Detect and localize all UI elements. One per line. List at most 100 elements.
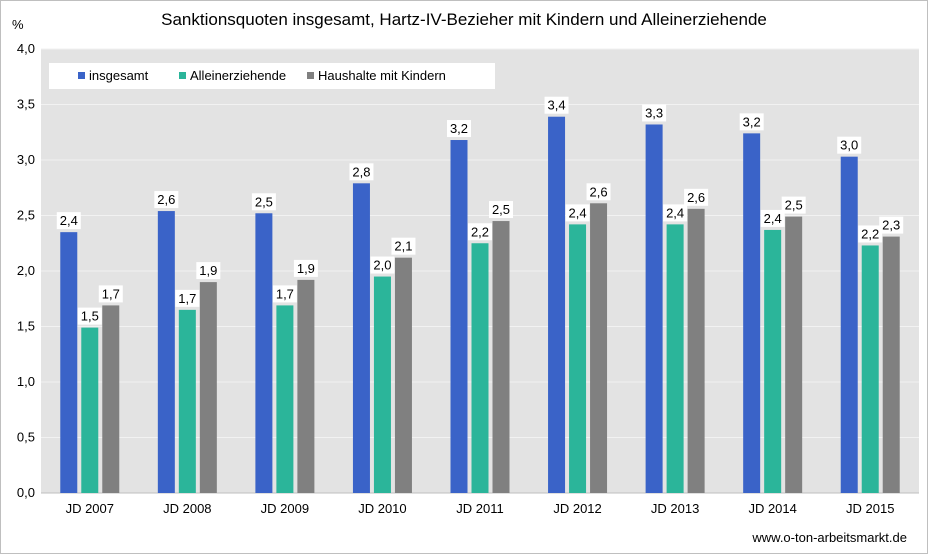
bar	[352, 183, 370, 493]
data-label-box	[663, 204, 688, 222]
data-label-box	[447, 120, 471, 138]
y-tick-label: 3,0	[17, 152, 35, 167]
bar	[569, 224, 587, 493]
data-label-box	[642, 104, 667, 122]
data-label-box	[293, 259, 318, 277]
x-tick-label: JD 2007	[66, 501, 114, 516]
data-label: 3,3	[645, 105, 663, 120]
legend-box	[49, 63, 495, 89]
bar	[450, 140, 468, 493]
y-tick-label: 3,5	[17, 97, 35, 112]
x-tick-label: JD 2013	[651, 501, 699, 516]
chart-title: Sanktionsquoten insgesamt, Hartz-IV-Bezi…	[161, 10, 767, 29]
data-label-box	[837, 136, 862, 154]
legend-swatch	[78, 72, 85, 79]
bar	[785, 216, 803, 494]
data-label-box	[760, 209, 785, 227]
bar	[81, 327, 99, 493]
x-tick-label: JD 2014	[748, 501, 796, 516]
legend-label: Alleinerziehende	[190, 68, 286, 83]
data-label: 2,1	[394, 239, 412, 254]
data-label-box	[781, 196, 806, 214]
data-label-box	[272, 285, 297, 303]
legend-label: Haushalte mit Kindern	[318, 68, 446, 83]
y-tick-label: 0,5	[17, 430, 35, 445]
x-tick-label: JD 2008	[163, 501, 211, 516]
legend-swatch	[307, 72, 314, 79]
data-label-box	[56, 212, 81, 230]
data-label-box	[858, 225, 883, 243]
bar	[394, 257, 412, 493]
data-label-box	[196, 262, 221, 280]
data-label: 2,5	[492, 202, 510, 217]
data-label: 2,2	[861, 226, 879, 241]
data-label-box	[391, 237, 416, 255]
legend-swatch	[179, 72, 186, 79]
data-label-box	[684, 188, 709, 206]
bar	[255, 213, 273, 493]
bar	[687, 208, 705, 493]
data-label-box	[565, 204, 590, 222]
bar	[764, 229, 782, 493]
data-label: 2,6	[157, 192, 175, 207]
data-label: 2,4	[569, 205, 587, 220]
data-label: 2,8	[352, 164, 370, 179]
data-label: 2,4	[764, 211, 782, 226]
bar	[590, 203, 608, 494]
y-tick-label: 1,0	[17, 374, 35, 389]
data-label: 1,9	[297, 261, 315, 276]
bar	[645, 124, 663, 493]
source-text: www.o-ton-arbeitsmarkt.de	[752, 530, 907, 545]
data-label-box	[879, 216, 904, 234]
data-label-box	[251, 193, 276, 211]
data-label: 2,4	[666, 205, 684, 220]
x-tick-label: JD 2015	[846, 501, 894, 516]
x-tick-label: JD 2012	[553, 501, 601, 516]
y-tick-label: 1,5	[17, 319, 35, 334]
x-tick-label: JD 2010	[358, 501, 406, 516]
data-label-box	[154, 191, 179, 209]
data-label: 3,2	[450, 121, 468, 136]
data-label: 3,0	[840, 138, 858, 153]
bar	[297, 279, 315, 493]
data-label: 3,4	[548, 98, 566, 113]
y-tick-label: 2,5	[17, 208, 35, 223]
data-label: 2,4	[60, 213, 78, 228]
bar	[178, 309, 196, 493]
bar	[60, 232, 78, 493]
data-label-box	[370, 256, 395, 274]
bar	[492, 221, 510, 494]
data-label: 1,7	[178, 291, 196, 306]
data-label: 2,6	[687, 190, 705, 205]
data-label: 1,7	[276, 286, 294, 301]
data-label: 1,9	[199, 263, 217, 278]
bar	[471, 243, 489, 493]
data-label: 2,6	[590, 184, 608, 199]
y-tick-label: 2,0	[17, 263, 35, 278]
bar	[840, 156, 858, 494]
data-label-box	[489, 201, 513, 219]
data-label: 2,0	[373, 258, 391, 273]
legend-label: insgesamt	[89, 68, 149, 83]
data-label-box	[468, 223, 492, 241]
bar	[373, 276, 391, 493]
data-label: 1,5	[81, 309, 99, 324]
bar	[276, 305, 294, 493]
data-label-box	[349, 163, 374, 181]
bar	[548, 116, 566, 494]
x-tick-label: JD 2011	[456, 501, 503, 516]
bar	[666, 224, 684, 493]
data-label: 2,3	[882, 218, 900, 233]
data-label-box	[739, 113, 764, 131]
bar	[199, 282, 217, 493]
bar	[861, 245, 879, 493]
data-label: 1,7	[102, 286, 120, 301]
data-label-box	[77, 307, 102, 325]
bar	[882, 236, 900, 493]
data-label: 2,5	[255, 194, 273, 209]
bar	[743, 133, 761, 494]
data-label-box	[175, 289, 200, 307]
y-tick-label: 0,0	[17, 485, 35, 500]
